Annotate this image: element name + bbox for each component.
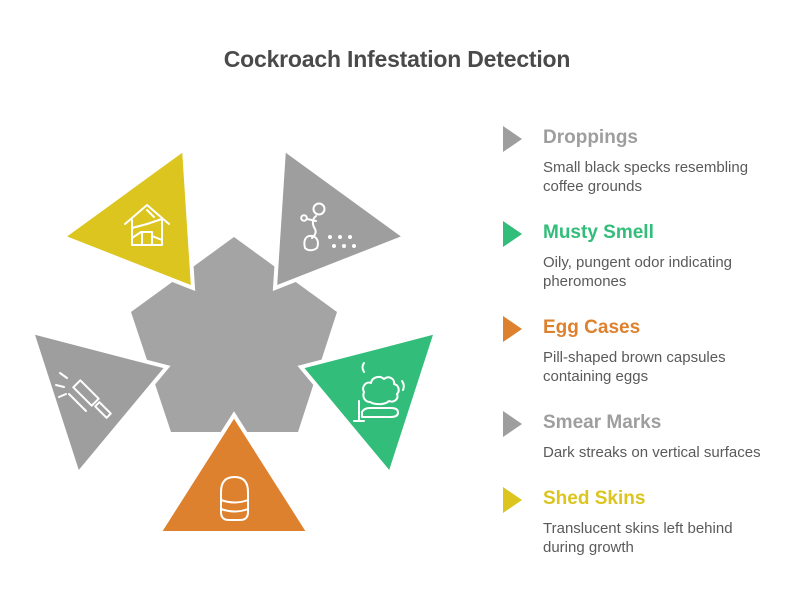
segment-egg-cases	[155, 411, 313, 535]
triangle-marker-icon	[503, 316, 522, 342]
segment-musty-smell	[297, 329, 440, 479]
segment-droppings	[272, 145, 410, 292]
legend-item-description: Oily, pungent odor indicating pheromones	[543, 254, 733, 290]
legend-item-title: Smear Marks	[543, 412, 662, 433]
legend-item-title: Droppings	[543, 127, 638, 148]
odor-cloud-bed-icon	[353, 362, 405, 422]
triangle-marker-icon	[503, 221, 522, 247]
legend: Droppings Small black specks resembling …	[503, 126, 773, 582]
triangle-marker-icon	[503, 126, 522, 152]
legend-item-smear-marks: Smear Marks Dark streaks on vertical sur…	[503, 411, 773, 462]
triangle-marker-icon	[503, 487, 522, 513]
cracked-house-icon	[124, 204, 170, 246]
sweeping-person-icon	[300, 202, 356, 252]
legend-item-description: Dark streaks on vertical surfaces	[543, 444, 761, 461]
segment-shed-skins	[58, 145, 196, 292]
legend-item-description: Pill-shaped brown capsules containing eg…	[543, 349, 726, 385]
legend-item-title: Musty Smell	[543, 222, 654, 243]
pentagon-diagram	[28, 145, 440, 535]
capsule-icon	[220, 476, 249, 521]
legend-item-shed-skins: Shed Skins Translucent skins left behind…	[503, 487, 773, 557]
legend-item-egg-cases: Egg Cases Pill-shaped brown capsules con…	[503, 316, 773, 386]
segment-smear-marks	[28, 329, 171, 479]
legend-item-title: Shed Skins	[543, 488, 646, 509]
specks-dots	[328, 235, 356, 248]
legend-item-title: Egg Cases	[543, 317, 641, 338]
squeegee-icon	[55, 372, 112, 419]
legend-item-droppings: Droppings Small black specks resembling …	[503, 126, 773, 196]
page-title: Cockroach Infestation Detection	[223, 46, 571, 72]
legend-item-description: Small black specks resembling coffee gro…	[543, 159, 749, 195]
legend-item-description: Translucent skins left behind during gro…	[543, 520, 733, 556]
triangle-marker-icon	[503, 411, 522, 437]
legend-item-musty-smell: Musty Smell Oily, pungent odor indicatin…	[503, 221, 773, 291]
